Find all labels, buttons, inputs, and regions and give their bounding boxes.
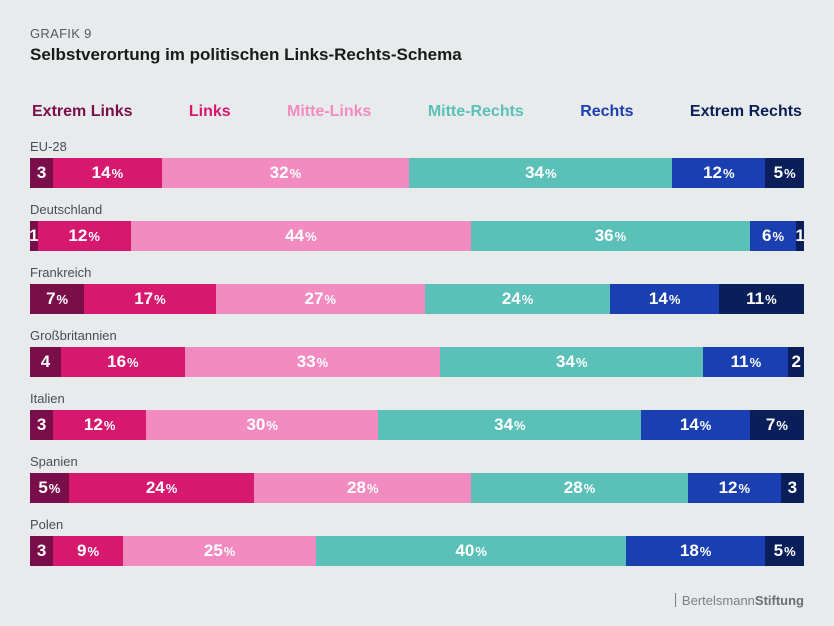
chart-row: Großbritannien 416%33%34%11%2 — [30, 328, 804, 377]
bar-segment: 17% — [84, 284, 216, 314]
bar-segment: 12% — [53, 410, 146, 440]
bar-segment: 16% — [61, 347, 185, 377]
chart-row: Deutschland112%44%36%6%1 — [30, 202, 804, 251]
row-label: Spanien — [30, 454, 804, 469]
bar-segment: 3 — [30, 158, 53, 188]
bar-segment: 18% — [626, 536, 765, 566]
bar-segment: 7% — [30, 284, 84, 314]
bar-segment: 2 — [788, 347, 803, 377]
legend-item: Extrem Rechts — [690, 103, 802, 121]
bar-segment: 5% — [30, 473, 69, 503]
chart-row: Polen 39%25%40%18%5% — [30, 517, 804, 566]
row-label: Großbritannien — [30, 328, 804, 343]
stacked-bar: 7%17%27%24%14%11% — [30, 284, 804, 314]
row-label: Italien — [30, 391, 804, 406]
legend-item: Extrem Links — [32, 103, 132, 121]
bar-segment: 11% — [703, 347, 788, 377]
bar-segment: 11% — [719, 284, 804, 314]
bar-segment: 6% — [750, 221, 796, 251]
row-label: Frankreich — [30, 265, 804, 280]
legend-item: Mitte-Links — [287, 103, 371, 121]
bar-segment: 5% — [765, 158, 804, 188]
bar-segment: 14% — [53, 158, 161, 188]
legend-item: Rechts — [580, 103, 633, 121]
legend-item: Mitte-Rechts — [428, 103, 524, 121]
chart-row: EU-28 314%32%34%12%5% — [30, 139, 804, 188]
bar-segment: 32% — [162, 158, 410, 188]
bar-segment: 1 — [30, 221, 38, 251]
bar-segment: 12% — [688, 473, 781, 503]
chart-title: Selbstverortung im politischen Links-Rec… — [30, 45, 804, 65]
chart-rows: EU-28314%32%34%12%5%Deutschland112%44%36… — [30, 139, 804, 566]
bar-segment: 3 — [30, 410, 53, 440]
bar-segment: 5% — [765, 536, 804, 566]
bar-segment: 14% — [610, 284, 718, 314]
bar-segment: 36% — [471, 221, 750, 251]
row-label: EU-28 — [30, 139, 804, 154]
bar-segment: 3 — [30, 536, 53, 566]
stacked-bar: 5%24%28%28%12%3 — [30, 473, 804, 503]
bar-segment: 44% — [131, 221, 472, 251]
bar-segment: 30% — [146, 410, 378, 440]
stacked-bar: 416%33%34%11%2 — [30, 347, 804, 377]
bar-segment: 1 — [796, 221, 804, 251]
bar-segment: 34% — [378, 410, 641, 440]
bar-segment: 40% — [316, 536, 626, 566]
legend: Extrem Links Links Mitte-Links Mitte-Rechts… — [30, 103, 804, 121]
bar-segment: 28% — [254, 473, 471, 503]
bar-segment: 25% — [123, 536, 317, 566]
legend-item: Links — [189, 103, 231, 121]
chart-row: Italien 312%30%34%14%7% — [30, 391, 804, 440]
chart-overline: GRAFIK 9 — [30, 26, 804, 41]
chart-row: Spanien5%24%28%28%12%3 — [30, 454, 804, 503]
bar-segment: 7% — [750, 410, 804, 440]
bar-segment: 12% — [672, 158, 765, 188]
bar-segment: 9% — [53, 536, 123, 566]
chart-row: Frankreich 7%17%27%24%14%11% — [30, 265, 804, 314]
stacked-bar: 112%44%36%6%1 — [30, 221, 804, 251]
bar-segment: 14% — [641, 410, 749, 440]
bar-segment: 28% — [471, 473, 688, 503]
footer-brand: BertelsmannStiftung — [675, 593, 804, 608]
bar-segment: 34% — [409, 158, 672, 188]
bar-segment: 33% — [185, 347, 440, 377]
bar-segment: 27% — [216, 284, 425, 314]
stacked-bar: 314%32%34%12%5% — [30, 158, 804, 188]
row-label: Polen — [30, 517, 804, 532]
bar-segment: 12% — [38, 221, 131, 251]
row-label: Deutschland — [30, 202, 804, 217]
bar-segment: 24% — [69, 473, 255, 503]
stacked-bar: 39%25%40%18%5% — [30, 536, 804, 566]
bar-segment: 34% — [440, 347, 703, 377]
bar-segment: 3 — [781, 473, 804, 503]
bar-segment: 4 — [30, 347, 61, 377]
stacked-bar: 312%30%34%14%7% — [30, 410, 804, 440]
bar-segment: 24% — [425, 284, 611, 314]
